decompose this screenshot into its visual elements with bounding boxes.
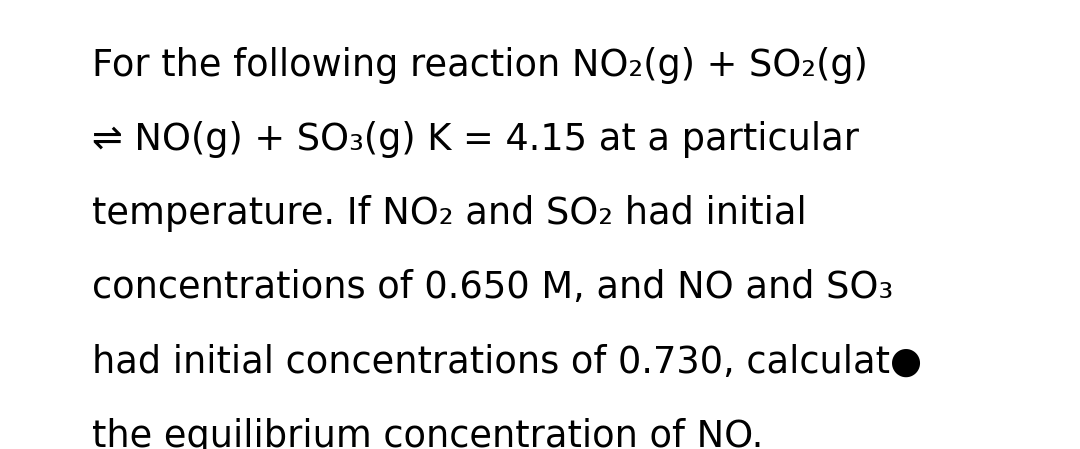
Text: the equilibrium concentration of NO.: the equilibrium concentration of NO. [92,418,764,449]
Text: concentrations of 0.650 M, and NO and SO₃: concentrations of 0.650 M, and NO and SO… [92,269,893,306]
Text: ⇌ NO(g) + SO₃(g) K = 4.15 at a particular: ⇌ NO(g) + SO₃(g) K = 4.15 at a particula… [92,121,859,158]
Text: For the following reaction NO₂(g) + SO₂(g): For the following reaction NO₂(g) + SO₂(… [92,47,867,84]
Text: temperature. If NO₂ and SO₂ had initial: temperature. If NO₂ and SO₂ had initial [92,195,807,232]
Text: had initial concentrations of 0.730, calculat●: had initial concentrations of 0.730, cal… [92,343,922,380]
